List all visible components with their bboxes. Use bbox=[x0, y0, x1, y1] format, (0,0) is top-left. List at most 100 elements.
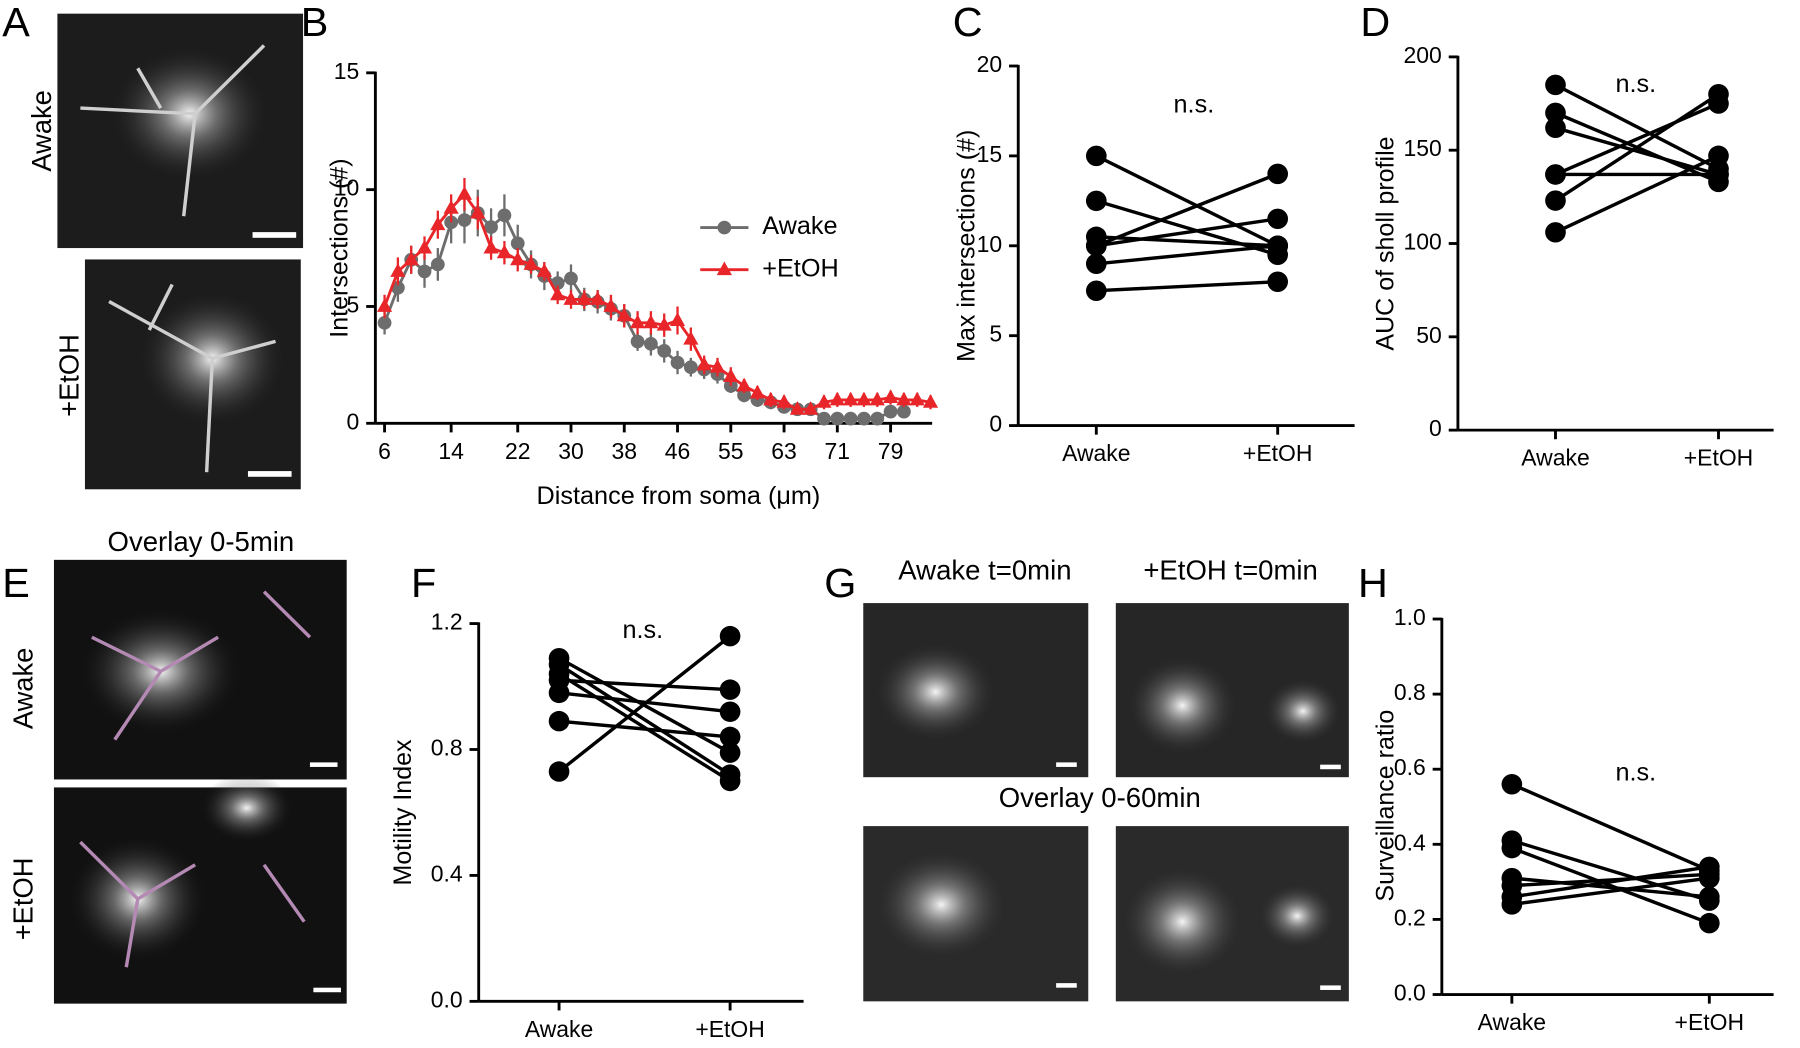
marker bbox=[1085, 280, 1107, 301]
marker bbox=[803, 401, 819, 415]
marker bbox=[817, 411, 831, 426]
y-tick-label: 0 bbox=[1429, 415, 1442, 441]
y-tick-label: 10 bbox=[334, 175, 360, 201]
pair-line bbox=[1511, 782, 1711, 873]
marker bbox=[719, 726, 741, 748]
legend-label: Awake bbox=[762, 212, 837, 240]
marker bbox=[417, 264, 432, 279]
micrograph bbox=[84, 259, 301, 490]
x-tick-label: +EtOH bbox=[1684, 445, 1754, 471]
marker bbox=[616, 307, 632, 322]
y-axis-label: AUC of sholl profile bbox=[1371, 136, 1399, 350]
marker bbox=[550, 286, 566, 301]
marker bbox=[456, 186, 473, 200]
marker bbox=[669, 312, 686, 326]
pair-line bbox=[1511, 872, 1710, 888]
y-tick-label: 5 bbox=[989, 321, 1002, 347]
marker bbox=[719, 742, 741, 763]
marker bbox=[1085, 190, 1107, 212]
image-title: Overlay 0-5min bbox=[108, 526, 295, 557]
panel-letter: F bbox=[411, 560, 436, 606]
micrograph bbox=[863, 603, 1089, 778]
pair-line bbox=[1096, 235, 1278, 248]
x-tick-label: 46 bbox=[665, 438, 691, 464]
marker bbox=[883, 389, 899, 404]
marker bbox=[683, 360, 698, 375]
x-tick-label: 14 bbox=[438, 438, 464, 464]
marker bbox=[496, 244, 512, 259]
marker bbox=[896, 391, 912, 406]
y-tick-label: 100 bbox=[1404, 229, 1442, 255]
marker bbox=[390, 263, 406, 277]
pair-line bbox=[1095, 154, 1279, 248]
micrograph bbox=[53, 773, 347, 1004]
x-tick-label: 55 bbox=[718, 438, 744, 464]
marker bbox=[922, 394, 939, 408]
marker bbox=[548, 710, 570, 732]
y-tick-label: 15 bbox=[977, 141, 1003, 167]
marker bbox=[1698, 886, 1720, 908]
marker bbox=[1545, 117, 1566, 139]
marker bbox=[630, 314, 646, 329]
marker bbox=[1698, 867, 1720, 889]
y-axis-label: Motility Index bbox=[389, 739, 417, 885]
marker bbox=[869, 391, 885, 406]
panel-letter: D bbox=[1360, 0, 1390, 45]
y-axis-label: Surveillance ratio bbox=[1371, 710, 1399, 902]
panel-letter: E bbox=[2, 560, 30, 606]
pair-line bbox=[1096, 244, 1278, 266]
marker bbox=[510, 251, 526, 266]
panel-letter: A bbox=[2, 0, 30, 45]
pair-line bbox=[557, 634, 732, 773]
pair-line bbox=[1511, 865, 1710, 899]
pair-line bbox=[1554, 83, 1720, 171]
marker bbox=[1267, 163, 1289, 185]
marker bbox=[630, 334, 645, 349]
pair-line bbox=[1096, 217, 1278, 248]
marker bbox=[1267, 271, 1289, 292]
marker bbox=[470, 204, 486, 219]
marker bbox=[430, 216, 446, 231]
x-tick-label: Awake bbox=[1062, 440, 1130, 466]
pair-line bbox=[1096, 280, 1278, 293]
image-title: Awake t=0min bbox=[898, 555, 1071, 586]
series-line bbox=[383, 211, 904, 421]
marker bbox=[723, 368, 739, 383]
panel-letter: B bbox=[301, 0, 329, 45]
micrograph bbox=[53, 559, 347, 780]
pair-line bbox=[558, 719, 731, 739]
marker bbox=[510, 236, 525, 251]
marker bbox=[1708, 145, 1729, 167]
marker bbox=[709, 359, 726, 373]
marker bbox=[909, 391, 925, 406]
marker bbox=[377, 316, 392, 330]
y-tick-label: 20 bbox=[977, 51, 1003, 77]
y-tick-label: 0.8 bbox=[431, 735, 463, 761]
x-tick-label: Awake bbox=[1478, 1009, 1546, 1035]
y-tick-label: 1.2 bbox=[431, 609, 463, 635]
y-tick-label: 200 bbox=[1404, 42, 1442, 68]
marker bbox=[1545, 164, 1566, 185]
marker bbox=[843, 411, 858, 426]
panel-letter: C bbox=[953, 0, 983, 45]
marker bbox=[696, 356, 712, 371]
legend-marker bbox=[716, 261, 732, 276]
x-axis-label: Distance from soma (μm) bbox=[537, 482, 821, 510]
y-tick-label: 50 bbox=[1416, 322, 1442, 348]
x-tick-label: Awake bbox=[1521, 445, 1589, 471]
marker bbox=[1267, 235, 1289, 257]
marker bbox=[416, 239, 433, 254]
marker bbox=[1085, 145, 1107, 167]
marker bbox=[683, 330, 699, 345]
marker bbox=[1708, 164, 1729, 185]
marker bbox=[403, 251, 419, 266]
marker bbox=[1267, 208, 1289, 230]
marker bbox=[843, 391, 859, 406]
legend-label: +EtOH bbox=[762, 254, 838, 282]
series-line bbox=[383, 192, 931, 411]
pair-line bbox=[1554, 92, 1720, 203]
y-tick-label: 0.0 bbox=[431, 986, 463, 1012]
marker bbox=[1501, 837, 1523, 859]
marker bbox=[749, 384, 765, 399]
micrograph bbox=[57, 13, 304, 249]
